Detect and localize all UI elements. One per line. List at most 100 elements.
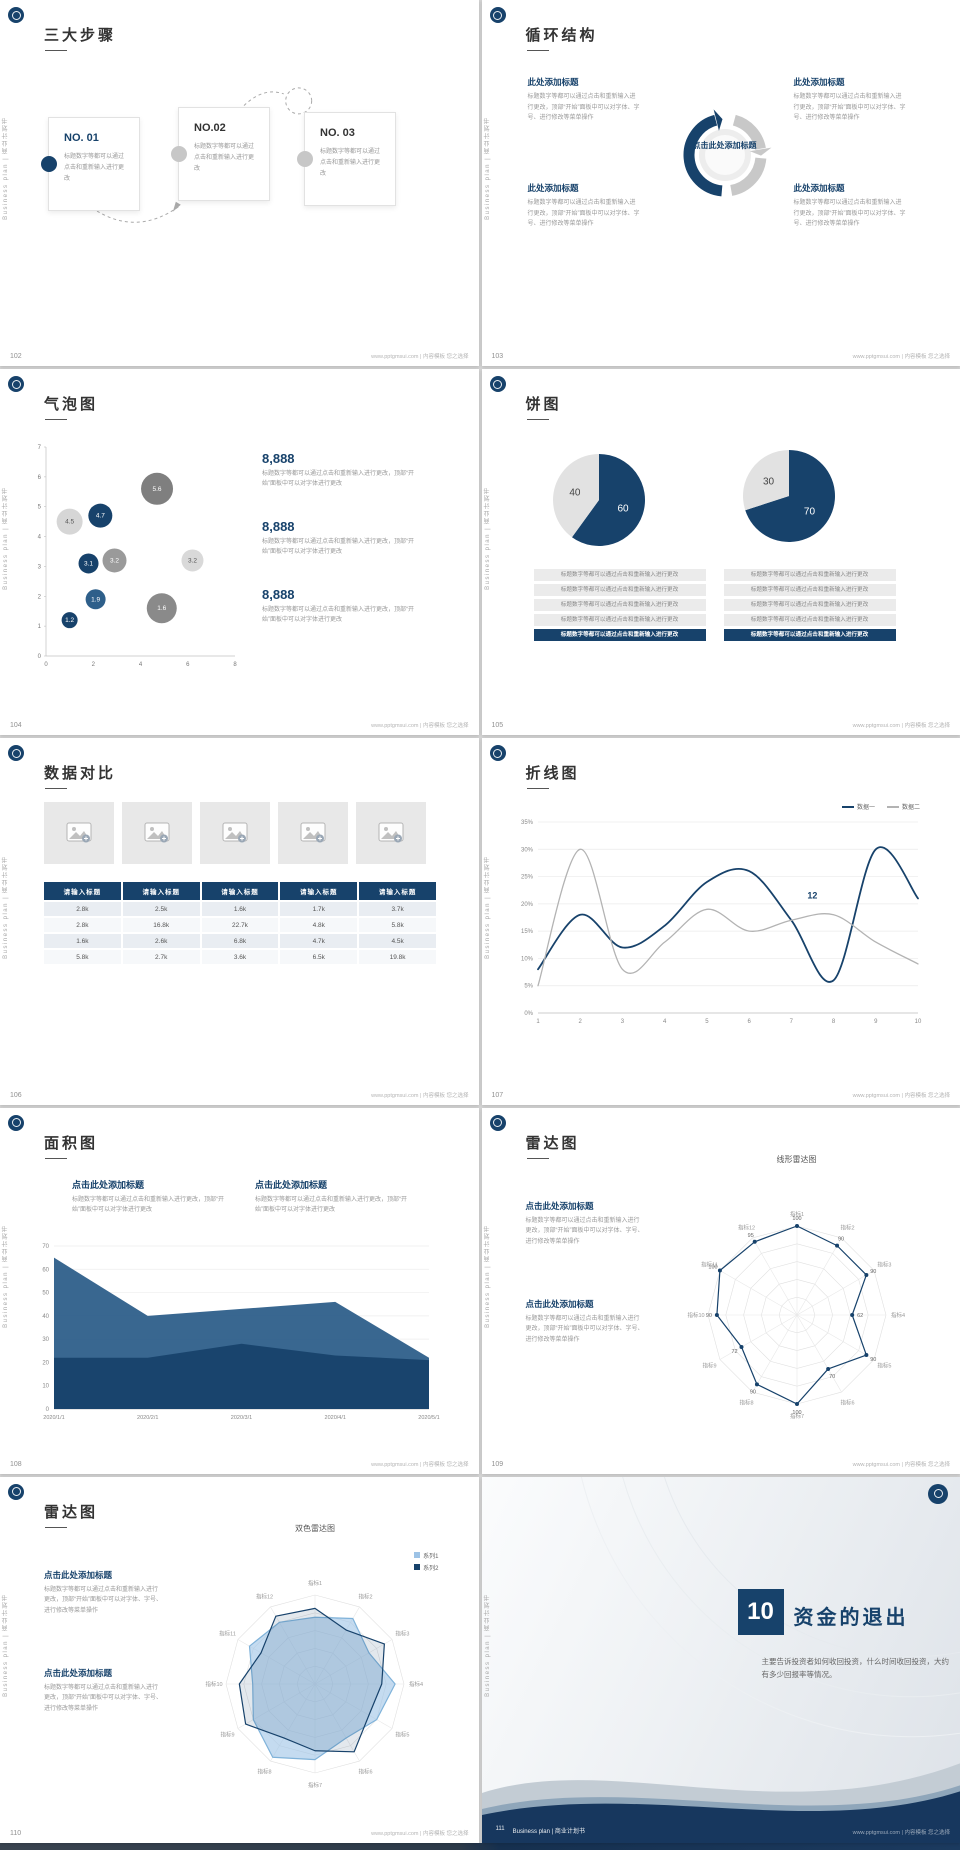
svg-text:4: 4 [139, 662, 143, 668]
footer-site-text: www.pptgmsui.com | 内容模板 您之选择 [852, 1092, 950, 1099]
svg-text:100: 100 [792, 1410, 801, 1416]
bubble-chart: 0 1 2 3 4 5 6 7 0 2 4 6 8 4.5 4.7 5.6 3.1 3.2 1.9 1.2 1.6 3.2 [38, 445, 238, 668]
footer-site-text: www.pptgmsui.com | 内容模板 您之选择 [371, 1092, 469, 1099]
next-row-slide-edge [0, 1843, 960, 1850]
slide-title: 雷达图 [44, 1501, 98, 1528]
footer-site-text: www.pptgmsui.com | 内容模板 您之选择 [852, 1461, 950, 1468]
stat-body: 标题数字等都可以通过点击和重新输入进行更改，顶部“开始”面板中可以对字体进行更改 [262, 471, 414, 488]
legend-item: 数据一 [841, 802, 875, 811]
slide-title: 循环结构 [526, 24, 598, 51]
svg-text:2: 2 [38, 594, 42, 600]
slide-108-area-chart[interactable]: Business plan | 商业计划书 面积图 点击此处添加标题 标题数字等… [0, 1107, 479, 1474]
pie-list-item: 标题数字等都可以通过点击和重新输入进行更改 [533, 629, 706, 642]
table-cell: 19.8k [359, 950, 436, 965]
vertical-brand-text: Business plan | 商业计划书 [484, 1224, 491, 1328]
legend-item: 系列2 [414, 1563, 439, 1572]
table-header-cell: 请输入标题 [359, 882, 436, 901]
cycle-item-heading: 此处添加标题 [527, 183, 579, 193]
svg-text:指标6: 指标6 [840, 1398, 854, 1406]
svg-text:5: 5 [38, 505, 42, 511]
table-header-row: 请输入标题 请输入标题 请输入标题 请输入标题 请输入标题 [44, 882, 436, 901]
image-placeholder [356, 802, 426, 865]
svg-text:指标12: 指标12 [256, 1592, 273, 1600]
slide-103-cycle[interactable]: Business plan | 商业计划书 循环结构 此处添加标题 标题数字等都… [481, 0, 960, 367]
step-card-3: NO. 03 标题数字等都可以通过点击和重新输入进行更改 [297, 112, 396, 206]
table-cell: 4.8k [280, 918, 358, 933]
table-row: 5.8k 2.7k 3.6k 6.5k 19.8k [44, 950, 436, 965]
svg-text:0: 0 [38, 654, 42, 660]
svg-text:12: 12 [807, 891, 817, 901]
page-number: 107 [491, 1091, 504, 1099]
radar-text-block-2: 点击此处添加标题 标题数字等都可以通过点击和重新输入进行更改，顶部“开始”面板中… [44, 1667, 162, 1715]
footer-site-text: www.pptgmsui.com | 内容模板 您之选择 [852, 1830, 950, 1836]
slide-110-radar-chart-two-series[interactable]: Business plan | 商业计划书 雷达图 点击此处添加标题 标题数字等… [0, 1476, 479, 1843]
image-placeholder-icon [66, 822, 92, 843]
svg-text:6: 6 [38, 475, 42, 481]
svg-text:指标2: 指标2 [358, 1592, 372, 1600]
radar-legend: 系列1 系列2 [414, 1551, 439, 1572]
legend-item: 数据二 [886, 802, 920, 811]
table-cell: 4.7k [280, 934, 358, 949]
logo-ring-icon [493, 379, 502, 389]
cycle-item-body: 标题数字等都可以通过点击和重新输入进行更改，顶部“开始”面板中可以对字体、字号、… [527, 200, 640, 227]
svg-text:3: 3 [620, 1019, 624, 1025]
cycle-item-2: 此处添加标题 标题数字等都可以通过点击和重新输入进行更改，顶部“开始”面板中可以… [794, 76, 906, 124]
legend-label: 系列1 [423, 1553, 439, 1560]
svg-text:1.9: 1.9 [91, 596, 100, 603]
cycle-item-body: 标题数字等都可以通过点击和重新输入进行更改，顶部“开始”面板中可以对字体、字号、… [527, 94, 640, 121]
page-number: 103 [491, 353, 504, 361]
svg-text:指标1: 指标1 [789, 1210, 803, 1218]
svg-text:90: 90 [749, 1389, 755, 1395]
slide-109-radar-chart[interactable]: Business plan | 商业计划书 雷达图 点击此处添加标题 标题数字等… [481, 1107, 960, 1474]
svg-text:60: 60 [42, 1267, 49, 1273]
pie-list-item: 标题数字等都可以通过点击和重新输入进行更改 [533, 599, 706, 612]
svg-text:4: 4 [662, 1019, 666, 1025]
svg-text:1.2: 1.2 [65, 617, 74, 624]
table-header-cell: 请输入标题 [280, 882, 358, 901]
svg-text:35%: 35% [520, 820, 533, 826]
pie-list-left: 标题数字等都可以通过点击和重新输入进行更改 标题数字等都可以通过点击和重新输入进行… [533, 569, 706, 644]
radar-chart-title: 线形雷达图 [776, 1154, 817, 1164]
table-header-cell: 请输入标题 [44, 882, 121, 901]
svg-text:62: 62 [857, 1313, 863, 1319]
table-row: 2.8k 2.5k 1.6k 1.7k 3.7k [44, 902, 436, 917]
svg-text:3.2: 3.2 [188, 558, 197, 565]
stat-body: 标题数字等都可以通过点击和重新输入进行更改，顶部“开始”面板中可以对字体进行更改 [262, 607, 414, 624]
stat-body: 标题数字等都可以通过点击和重新输入进行更改，顶部“开始”面板中可以对字体进行更改 [262, 539, 414, 556]
svg-text:3.2: 3.2 [110, 558, 119, 565]
page-number: 111 [495, 1826, 505, 1832]
svg-text:1.6: 1.6 [157, 605, 166, 612]
slide-title: 三大步骤 [44, 24, 116, 51]
vertical-brand-text: Business plan | 商业计划书 [3, 854, 9, 959]
image-placeholder-icon [144, 822, 170, 843]
svg-text:指标11: 指标11 [219, 1629, 236, 1637]
svg-text:2020/1/1: 2020/1/1 [43, 1415, 64, 1421]
slide-104-bubble-chart[interactable]: Business plan | 商业计划书 气泡图 0 1 2 3 4 5 6 7 0 2 4 6 8 4… [0, 369, 479, 736]
slide-105-pie-charts[interactable]: Business plan | 商业计划书 饼图 60 40 70 30 标题数字等… [481, 369, 960, 736]
image-placeholder-icon [378, 822, 404, 843]
slide-111-section-divider[interactable]: Business plan | 商业计划书 10 资金的退出 主要告诉投资者如何… [481, 1476, 960, 1843]
pie-list-item: 标题数字等都可以通过点击和重新输入进行更改 [723, 599, 896, 612]
slide-106-data-comparison[interactable]: Business plan | 商业计划书 数据对比 请输入标题 请输入标题 请输入… [0, 738, 479, 1105]
svg-text:3.1: 3.1 [84, 561, 93, 568]
slide-107-line-chart[interactable]: Business plan | 商业计划书 折线图 数据一 数据二 0% 5% 10… [481, 738, 960, 1105]
cycle-item-heading: 此处添加标题 [793, 183, 845, 193]
line-chart-legend: 数据一 数据二 [841, 802, 920, 811]
cycle-item-1: 此处添加标题 标题数字等都可以通过点击和重新输入进行更改，顶部“开始”面板中可以… [528, 76, 640, 124]
table-cell: 3.7k [359, 902, 436, 917]
svg-text:指标8: 指标8 [257, 1767, 271, 1775]
page-number: 109 [491, 1460, 504, 1468]
svg-text:指标9: 指标9 [221, 1730, 235, 1738]
table-cell: 1.6k [44, 934, 121, 949]
svg-text:3: 3 [38, 565, 42, 571]
radar-block-body: 标题数字等都可以通过点击和重新输入进行更改，顶部“开始”面板中可以对字体、字号、… [44, 1586, 162, 1614]
step-body-text: 标题数字等都可以通过点击和重新输入进行更改 [320, 149, 381, 177]
slide-102-three-steps[interactable]: Business plan | 商业计划书 三大步骤 NO. 01 标题数字等都… [0, 0, 479, 367]
vertical-brand-text: Business plan | 商业计划书 [3, 116, 9, 221]
svg-text:指标2: 指标2 [840, 1223, 854, 1231]
comparison-table: 请输入标题 请输入标题 请输入标题 请输入标题 请输入标题 2.8k 2.5k 1.6k 1.… [42, 880, 438, 966]
brand-logo-icon [8, 376, 24, 393]
pie-list-item: 标题数字等都可以通过点击和重新输入进行更改 [723, 629, 896, 642]
cycle-item-body: 标题数字等都可以通过点击和重新输入进行更改，顶部“开始”面板中可以对字体、字号、… [793, 94, 906, 121]
step-number: NO. 03 [320, 127, 355, 139]
